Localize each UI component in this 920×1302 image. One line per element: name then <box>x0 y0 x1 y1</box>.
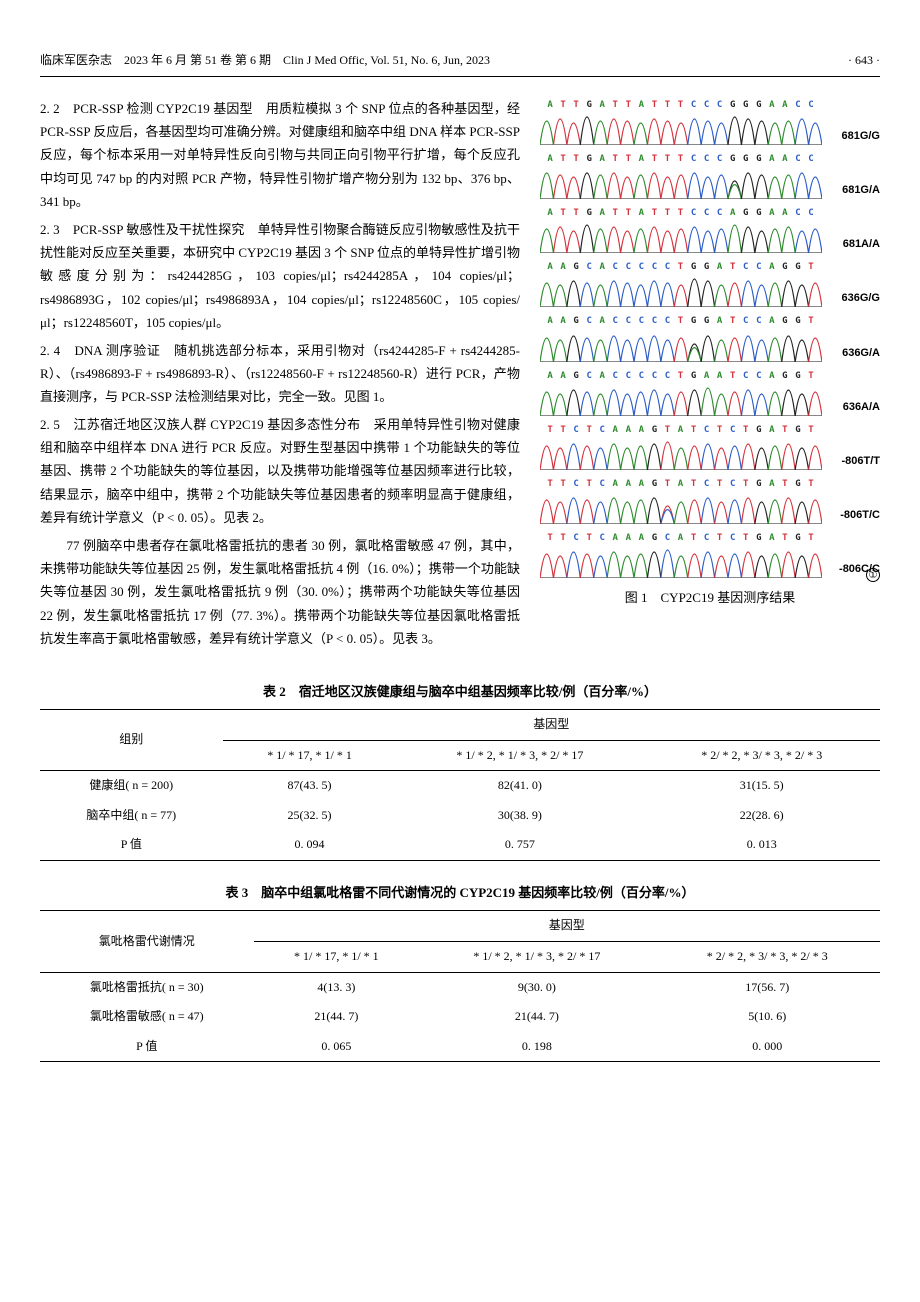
table-cell: 21(44. 7) <box>419 1002 654 1032</box>
table-row: 氯吡格雷抵抗( n = 30)4(13. 3)9(30. 0)17(56. 7) <box>40 972 880 1002</box>
table-cell: 0. 013 <box>643 830 880 860</box>
chromatogram-bases: TTCTCAAAGTATCTCTGATGT <box>540 422 822 438</box>
chromatogram-track: TTCTCAAAGTATCTCTGATGT-806T/C <box>540 476 822 524</box>
table-row: 氯吡格雷敏感( n = 47)21(44. 7)21(44. 7)5(10. 6… <box>40 1002 880 1032</box>
chromatogram-bases: ATTGATTATTTCCCGGGAACC <box>540 151 822 167</box>
table-cell: 0. 094 <box>223 830 397 860</box>
table-3-col-1: * 1/ * 2, * 1/ * 3, * 2/ * 17 <box>419 941 654 972</box>
table-cell-label: P 值 <box>40 1032 254 1062</box>
text-column: 2. 2 PCR-SSP 检测 CYP2C19 基因型 用质粒模拟 3 个 SN… <box>40 97 520 655</box>
table-row: P 值0. 0940. 7570. 013 <box>40 830 880 860</box>
chromatogram-bases: AAGCACCCCCTGGATCCAGGT <box>540 313 822 329</box>
table-cell: 22(28. 6) <box>643 801 880 831</box>
table-cell-label: 健康组( n = 200) <box>40 771 223 801</box>
chromatogram-bases: ATTGATTATTTCCCGGGAACC <box>540 97 822 113</box>
chromatogram-wave: 636G/G <box>540 275 822 307</box>
chromatogram-track: TTCTCAAAGTATCTCTGATGT-806T/T <box>540 422 822 470</box>
chromatogram-bases: AAGCACCCCCTGAATCCAGGT <box>540 368 822 384</box>
table-cell: 0. 198 <box>419 1032 654 1062</box>
table-2-grouphead: 组别 <box>40 709 223 770</box>
table-row: P 值0. 0650. 1980. 000 <box>40 1032 880 1062</box>
chromatogram-bases: AAGCACCCCCTGGATCCAGGT <box>540 259 822 275</box>
table-2-col-1: * 1/ * 2, * 1/ * 3, * 2/ * 17 <box>396 740 643 771</box>
chromatogram-track: AAGCACCCCCTGGATCCAGGT636G/A <box>540 313 822 361</box>
chromatogram-wave: 681G/G <box>540 113 822 145</box>
chromatogram-label: 681G/G <box>841 127 880 147</box>
table-row: 健康组( n = 200)87(43. 5)82(41. 0)31(15. 5) <box>40 771 880 801</box>
table-3-genotypehead: 基因型 <box>254 911 880 942</box>
figure-1-caption: 图 1 CYP2C19 基因测序结果 <box>540 586 880 609</box>
chromatogram-track: TTCTCAAAGCATCTCTGATGT-806C/C <box>540 530 822 578</box>
table-cell: 0. 065 <box>254 1032 420 1062</box>
chromatogram-label: 681A/A <box>843 235 880 255</box>
section-2-3: 2. 3 PCR-SSP 敏感性及干扰性探究 单特异性引物聚合酶链反应引物敏感性… <box>40 218 520 335</box>
table-cell: 30(38. 9) <box>396 801 643 831</box>
table-2-col-2: * 2/ * 2, * 3/ * 3, * 2/ * 3 <box>643 740 880 771</box>
chromatogram-label: -806T/T <box>841 452 880 472</box>
table-cell-label: 氯吡格雷抵抗( n = 30) <box>40 972 254 1002</box>
table-3-block: 表 3 脑卒中组氯吡格雷不同代谢情况的 CYP2C19 基因频率比较/例（百分率… <box>40 881 880 1062</box>
chromatogram-track: AAGCACCCCCTGAATCCAGGT636A/A <box>540 368 822 416</box>
chromatogram-track: ATTGATTATTTCCCGGGAACC681G/A <box>540 151 822 199</box>
table-cell: 82(41. 0) <box>396 771 643 801</box>
table-3-title: 表 3 脑卒中组氯吡格雷不同代谢情况的 CYP2C19 基因频率比较/例（百分率… <box>40 881 880 904</box>
table-3: 氯吡格雷代谢情况 基因型 * 1/ * 17, * 1/ * 1 * 1/ * … <box>40 910 880 1062</box>
table-cell: 21(44. 7) <box>254 1002 420 1032</box>
table-2-col-0: * 1/ * 17, * 1/ * 1 <box>223 740 397 771</box>
table-cell: 0. 000 <box>655 1032 880 1062</box>
paragraph-results: 77 例脑卒中患者存在氯吡格雷抵抗的患者 30 例，氯吡格雷敏感 47 例，其中… <box>40 534 520 651</box>
table-cell-label: 脑卒中组( n = 77) <box>40 801 223 831</box>
table-cell: 17(56. 7) <box>655 972 880 1002</box>
table-row: 脑卒中组( n = 77)25(32. 5)30(38. 9)22(28. 6) <box>40 801 880 831</box>
table-2: 组别 基因型 * 1/ * 17, * 1/ * 1 * 1/ * 2, * 1… <box>40 709 880 861</box>
chromatogram-label: 636G/A <box>842 344 880 364</box>
section-2-5: 2. 5 江苏宿迁地区汉族人群 CYP2C19 基因多态性分布 采用单特异性引物… <box>40 413 520 530</box>
chromatogram-wave: 636G/A <box>540 330 822 362</box>
chromatogram-bases: TTCTCAAAGCATCTCTGATGT <box>540 530 822 546</box>
chromatogram-wave: -806T/C <box>540 492 822 524</box>
table-cell: 0. 757 <box>396 830 643 860</box>
section-2-4: 2. 4 DNA 测序验证 随机挑选部分标本，采用引物对（rs4244285-F… <box>40 339 520 409</box>
chromatogram-label: 636G/G <box>841 289 880 309</box>
page-header: 临床军医杂志 2023 年 6 月 第 51 卷 第 6 期 Clin J Me… <box>40 50 880 77</box>
chromatogram-track: ATTGATTATTTCCCAGGAACC681A/A <box>540 205 822 253</box>
chromatogram-wave: 681A/A <box>540 221 822 253</box>
chromatogram-label: 636A/A <box>843 398 880 418</box>
header-right: · 643 · <box>848 50 880 72</box>
table-cell: 87(43. 5) <box>223 771 397 801</box>
chromatogram-container: ATTGATTATTTCCCGGGAACC681G/GATTGATTATTTCC… <box>540 97 880 579</box>
chromatogram-wave: -806T/T <box>540 438 822 470</box>
chromatogram-track: ATTGATTATTTCCCGGGAACC681G/G <box>540 97 822 145</box>
chromatogram-wave: 681G/A <box>540 167 822 199</box>
table-3-col-0: * 1/ * 17, * 1/ * 1 <box>254 941 420 972</box>
chromatogram-label: -806C/C <box>839 560 880 580</box>
figure-column: ATTGATTATTTCCCGGGAACC681G/GATTGATTATTTCC… <box>540 97 880 655</box>
table-cell: 4(13. 3) <box>254 972 420 1002</box>
table-cell-label: P 值 <box>40 830 223 860</box>
header-left: 临床军医杂志 2023 年 6 月 第 51 卷 第 6 期 Clin J Me… <box>40 50 490 72</box>
table-cell-label: 氯吡格雷敏感( n = 47) <box>40 1002 254 1032</box>
table-cell: 5(10. 6) <box>655 1002 880 1032</box>
section-2-2: 2. 2 PCR-SSP 检测 CYP2C19 基因型 用质粒模拟 3 个 SN… <box>40 97 520 214</box>
chromatogram-bases: ATTGATTATTTCCCAGGAACC <box>540 205 822 221</box>
table-3-col-2: * 2/ * 2, * 3/ * 3, * 2/ * 3 <box>655 941 880 972</box>
chromatogram-bases: TTCTCAAAGTATCTCTGATGT <box>540 476 822 492</box>
table-2-genotypehead: 基因型 <box>223 709 880 740</box>
main-content: 2. 2 PCR-SSP 检测 CYP2C19 基因型 用质粒模拟 3 个 SN… <box>40 97 880 655</box>
chromatogram-track: AAGCACCCCCTGGATCCAGGT636G/G <box>540 259 822 307</box>
chromatogram-label: 681G/A <box>842 181 880 201</box>
table-2-title: 表 2 宿迁地区汉族健康组与脑卒中组基因频率比较/例（百分率/%） <box>40 680 880 703</box>
chromatogram-wave: 636A/A <box>540 384 822 416</box>
table-cell: 31(15. 5) <box>643 771 880 801</box>
chromatogram-wave: -806C/C <box>540 546 822 578</box>
table-cell: 25(32. 5) <box>223 801 397 831</box>
table-3-grouphead: 氯吡格雷代谢情况 <box>40 911 254 972</box>
chromatogram-label: -806T/C <box>840 506 880 526</box>
table-2-block: 表 2 宿迁地区汉族健康组与脑卒中组基因频率比较/例（百分率/%） 组别 基因型… <box>40 680 880 861</box>
table-cell: 9(30. 0) <box>419 972 654 1002</box>
